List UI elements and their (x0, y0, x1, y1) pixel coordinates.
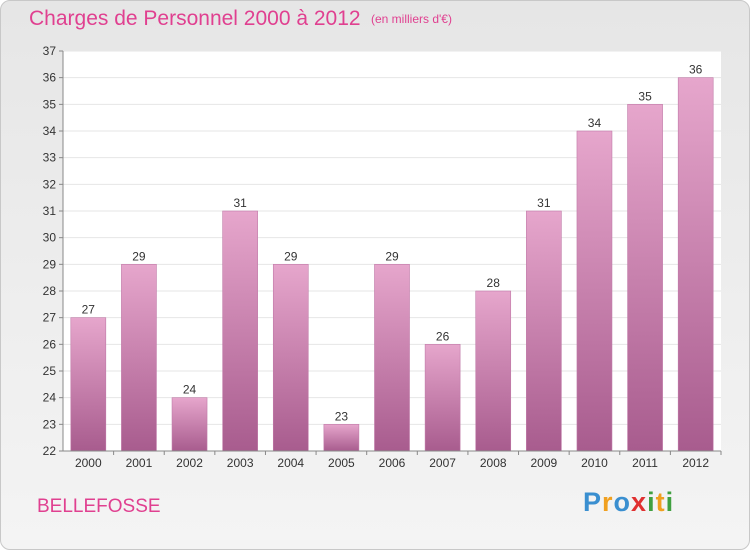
data-label-2011: 35 (638, 89, 652, 103)
x-tick-label: 2012 (682, 456, 709, 470)
y-tick-label: 27 (43, 311, 57, 325)
y-tick-label: 34 (43, 124, 57, 138)
y-tick-label: 23 (43, 417, 57, 431)
y-tick-label: 36 (43, 71, 57, 85)
x-tick-label: 2001 (126, 456, 153, 470)
data-label-2010: 34 (588, 116, 602, 130)
x-tick-label: 2007 (429, 456, 456, 470)
bar-2009 (526, 210, 562, 452)
y-tick-label: 31 (43, 204, 57, 218)
y-tick-label: 26 (43, 337, 57, 351)
bar-2011 (627, 104, 663, 452)
bar-2006 (374, 264, 410, 452)
x-tick-label: 2005 (328, 456, 355, 470)
y-tick-label: 37 (43, 44, 57, 58)
x-axis-ticks: 2000 2001 2002 2003 2004 2005 2006 2007 2008 2009… (75, 451, 722, 470)
data-label-2004: 29 (284, 249, 298, 263)
chart-subtitle: (en milliers d'€) (371, 12, 452, 26)
x-tick-label: 2011 (632, 456, 658, 470)
bar-2001 (121, 264, 157, 452)
data-label-2001: 29 (132, 249, 146, 263)
data-label-2008: 28 (487, 276, 501, 290)
data-labels: 27 29 24 31 29 23 29 26 28 31 34 35 36 (82, 63, 703, 424)
data-label-2003: 31 (233, 196, 247, 210)
bar-2003 (222, 210, 258, 452)
chart-title: Charges de Personnel 2000 à 2012 (29, 7, 361, 30)
data-label-2007: 26 (436, 329, 450, 343)
y-axis-ticks: 22 23 24 25 26 27 28 29 30 31 32 33 34 35 36 37 (43, 44, 63, 458)
bar-2012 (677, 77, 714, 452)
bar-2007 (424, 344, 461, 452)
x-tick-label: 2010 (581, 456, 608, 470)
proxiti-logo: Proxiti (583, 487, 675, 517)
x-tick-label: 2004 (277, 456, 304, 470)
axes (62, 51, 721, 452)
x-tick-label: 2009 (530, 456, 557, 470)
commune-name: BELLEFOSSE (37, 496, 161, 517)
bar-2002 (171, 397, 208, 452)
y-tick-label: 35 (43, 97, 57, 111)
x-tick-label: 2008 (480, 456, 507, 470)
data-label-2002: 24 (183, 383, 197, 397)
y-tick-label: 33 (43, 151, 57, 165)
y-tick-label: 28 (43, 284, 57, 298)
x-tick-label: 2002 (176, 456, 203, 470)
data-label-2005: 23 (335, 409, 349, 423)
bar-2004 (272, 264, 309, 452)
y-tick-label: 24 (43, 391, 57, 405)
data-label-2009: 31 (537, 196, 551, 210)
y-tick-label: 25 (43, 364, 57, 378)
bar-2000 (70, 317, 107, 452)
x-tick-label: 2000 (75, 456, 102, 470)
y-tick-label: 22 (43, 444, 57, 458)
y-tick-label: 32 (43, 177, 57, 191)
bar-2005 (323, 424, 360, 452)
bars (70, 77, 714, 452)
x-tick-label: 2003 (227, 456, 254, 470)
y-tick-label: 29 (43, 257, 57, 271)
data-label-2012: 36 (689, 63, 703, 77)
bar-2008 (475, 290, 512, 452)
data-label-2006: 29 (385, 249, 399, 263)
data-label-2000: 27 (82, 303, 96, 317)
y-tick-label: 30 (43, 231, 57, 245)
bar-2010 (576, 130, 613, 452)
x-tick-label: 2006 (379, 456, 406, 470)
